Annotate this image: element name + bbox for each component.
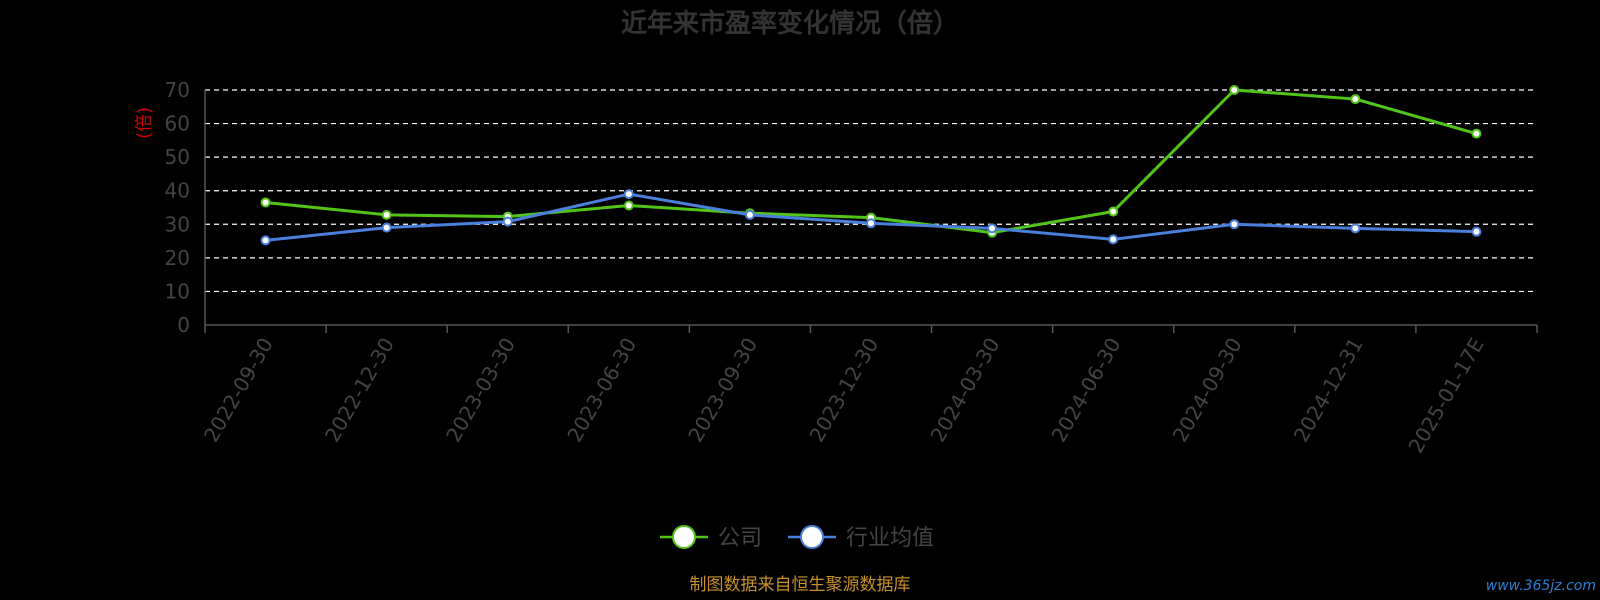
x-tick-label: 2024-06-30 <box>1047 334 1126 447</box>
y-tick-label: 70 <box>165 78 190 102</box>
x-axis: 2022-09-30 2022-12-30 2023-03-30 2023-06-30… <box>199 90 1538 458</box>
legend-item-0[interactable]: 公司 <box>660 525 762 551</box>
x-tick-label: 2025-01-17E <box>1404 334 1489 458</box>
y-tick-label: 60 <box>165 112 190 136</box>
data-point[interactable] <box>1108 206 1119 217</box>
y-tick-label: 50 <box>165 145 190 169</box>
x-tick-label: 2023-09-30 <box>683 334 762 447</box>
data-point[interactable] <box>1350 94 1361 105</box>
y-tick-label: 10 <box>165 279 190 303</box>
data-point[interactable] <box>1108 234 1119 245</box>
x-tick-label: 2024-09-30 <box>1168 334 1247 447</box>
y-axis-ticks: 0 10 20 30 40 50 60 70 <box>165 78 190 337</box>
data-point[interactable] <box>866 218 876 229</box>
data-point[interactable] <box>260 197 271 208</box>
x-tick-label: 2023-06-30 <box>562 334 641 447</box>
legend-label: 公司 <box>718 526 762 551</box>
data-point[interactable] <box>623 200 634 211</box>
y-tick-label: 30 <box>165 212 190 236</box>
x-tick-label: 2022-12-30 <box>320 334 399 447</box>
grid-lines <box>205 89 1537 293</box>
x-tick-label: 2024-03-30 <box>926 333 1005 446</box>
chart-title: 近年来市盈率变化情况（倍） <box>621 8 959 39</box>
legend-label: 行业均值 <box>846 526 934 551</box>
x-tick-label: 2024-12-31 <box>1289 334 1368 447</box>
legend-item-1[interactable]: 行业均值 <box>788 525 934 551</box>
legend-marker <box>800 525 824 549</box>
x-tick-label: 2023-12-30 <box>804 334 883 447</box>
data-point[interactable] <box>623 189 634 200</box>
series-1 <box>260 189 1482 246</box>
x-tick-label: 2022-09-30 <box>199 334 278 447</box>
data-point[interactable] <box>381 209 392 220</box>
y-axis-label: (倍) <box>134 107 155 139</box>
series-0 <box>260 85 1482 238</box>
series-line <box>265 88 1477 235</box>
series-group <box>260 85 1482 246</box>
y-tick-label: 40 <box>165 179 190 203</box>
watermark: www.365jz.com <box>1486 578 1596 594</box>
legend[interactable]: 公司 行业均值 <box>660 525 934 551</box>
data-point[interactable] <box>1229 219 1240 230</box>
x-tick-label: 2023-03-30 <box>441 334 520 447</box>
data-point[interactable] <box>1350 223 1361 234</box>
legend-marker <box>672 525 696 549</box>
data-point[interactable] <box>260 235 271 246</box>
data-point[interactable] <box>381 222 392 233</box>
data-point[interactable] <box>1229 85 1240 95</box>
data-source-note: 制图数据来自恒生聚源数据库 <box>690 575 911 595</box>
data-point[interactable] <box>987 223 998 234</box>
data-point[interactable] <box>1471 128 1482 139</box>
y-tick-label: 0 <box>177 313 190 337</box>
data-point[interactable] <box>744 209 755 220</box>
y-tick-label: 20 <box>165 246 190 270</box>
data-point[interactable] <box>1471 226 1482 237</box>
data-point[interactable] <box>502 216 513 227</box>
